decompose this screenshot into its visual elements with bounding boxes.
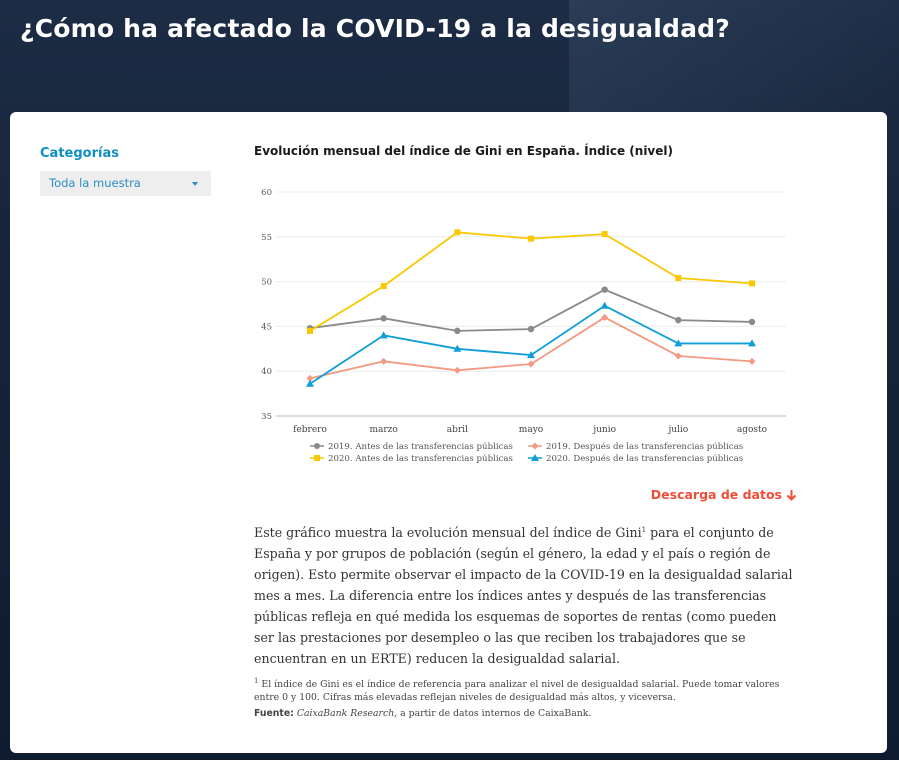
footnote-text: El índice de Gini es el índice de refere…	[254, 679, 780, 703]
data-point	[601, 313, 609, 321]
source-rest: , a partir de datos internos de CaixaBan…	[394, 708, 592, 719]
description-paragraph: Este gráfico muestra la evolución mensua…	[254, 520, 799, 669]
x-tick-label: mayo	[519, 425, 543, 435]
arrow-down-icon	[786, 489, 797, 501]
legend-label: 2019. Antes de las transferencias públic…	[328, 441, 513, 452]
y-tick-label: 40	[261, 367, 272, 377]
legend-label: 2020. Después de las transferencias públ…	[546, 453, 743, 464]
download-label: Descarga de datos	[650, 487, 782, 502]
legend-label: 2020. Antes de las transferencias públic…	[328, 453, 513, 464]
footnote: 1 El índice de Gini es el índice de refe…	[254, 675, 799, 704]
x-tick-label: marzo	[369, 425, 397, 435]
data-point	[527, 351, 535, 359]
legend-marker	[314, 443, 320, 449]
download-data-link[interactable]: Descarga de datos	[651, 487, 797, 502]
x-tick-label: febrero	[293, 425, 327, 435]
footnote-ref: 1	[641, 526, 647, 534]
data-point	[674, 339, 683, 347]
page-title: ¿Cómo ha afectado la COVID-19 a la desig…	[20, 14, 730, 43]
y-tick-label: 35	[261, 412, 272, 422]
data-point	[748, 357, 756, 365]
data-point	[748, 339, 756, 347]
hero-background	[569, 0, 899, 120]
x-tick-label: junio	[592, 425, 616, 435]
gini-line-chart: 35 40 45 50 55 60 febrero marzo abril mayo junio ju…	[261, 188, 786, 464]
caret-down-icon	[192, 182, 198, 186]
data-point	[675, 275, 682, 282]
y-tick-label: 55	[261, 233, 272, 243]
source-name: CaixaBank Research	[296, 708, 395, 719]
data-point	[379, 331, 388, 339]
data-point	[675, 316, 682, 324]
description-text-end: para el conjunto de España y por grupos …	[254, 525, 793, 667]
category-select[interactable]: Toda la muestra	[40, 171, 211, 196]
data-point	[380, 315, 387, 322]
series-line	[309, 304, 752, 385]
data-point	[601, 231, 608, 238]
data-point	[306, 374, 314, 382]
x-tick-label: julio	[667, 425, 688, 435]
data-point	[527, 325, 535, 333]
data-point	[306, 379, 314, 387]
data-point	[380, 357, 388, 365]
data-point	[600, 301, 609, 309]
content-card: Categorías Toda la muestra Evolución men…	[10, 112, 887, 753]
x-tick-label: abril	[447, 425, 468, 435]
category-select-value: Toda la muestra	[49, 176, 141, 190]
x-tick-label: agosto	[737, 425, 767, 435]
footnote-number: 1	[254, 677, 259, 685]
data-point	[453, 366, 461, 374]
source-label: Fuente:	[254, 708, 294, 719]
y-tick-label: 45	[261, 322, 272, 332]
legend-marker	[531, 442, 539, 450]
data-point	[380, 283, 387, 290]
data-point	[748, 318, 756, 326]
sidebar-title: Categorías	[40, 146, 119, 161]
description-text-start: Este gráfico muestra la evolución mensua…	[254, 525, 642, 541]
data-point	[454, 327, 461, 335]
data-point	[527, 360, 535, 368]
legend-label: 2019. Después de las transferencias públ…	[546, 441, 743, 452]
data-point	[528, 235, 534, 242]
y-tick-label: 60	[261, 188, 272, 198]
chart-title: Evolución mensual del índice de Gini en …	[254, 144, 673, 158]
data-point	[453, 344, 462, 352]
legend-marker	[314, 455, 320, 461]
data-point	[749, 280, 755, 287]
source-note: Fuente: CaixaBank Research, a partir de …	[254, 708, 591, 719]
data-point	[674, 352, 682, 360]
data-point	[601, 286, 608, 293]
y-tick-label: 50	[261, 278, 272, 288]
data-point	[307, 327, 313, 334]
data-point	[454, 229, 461, 236]
legend-marker	[531, 454, 539, 461]
series-line	[309, 288, 753, 332]
